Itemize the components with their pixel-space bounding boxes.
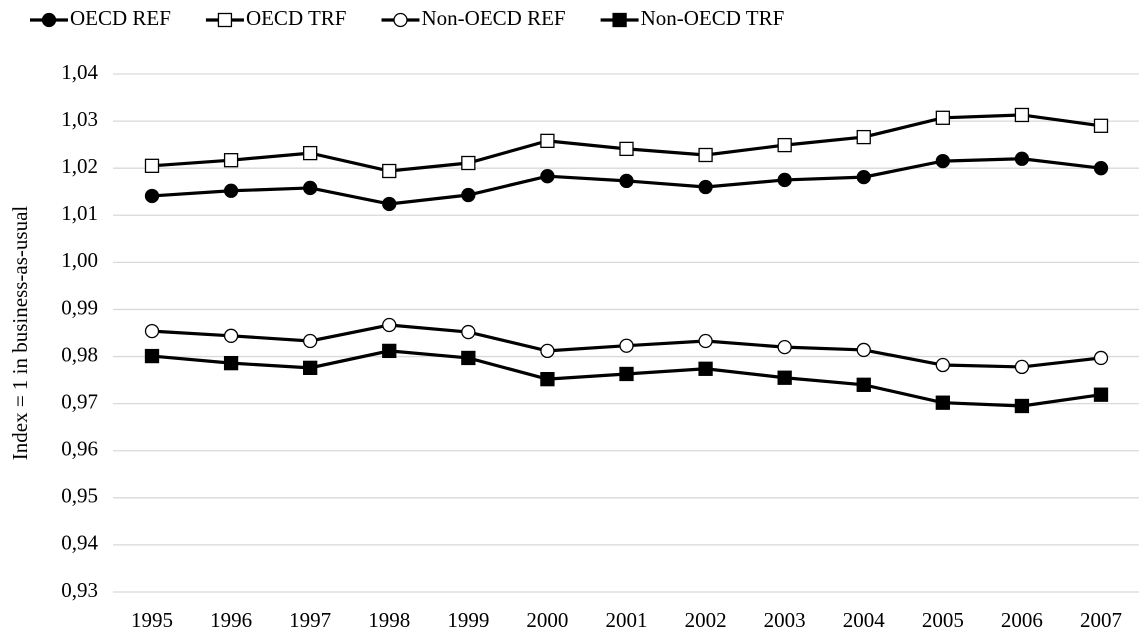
y-tick-label: 0,94 xyxy=(61,531,98,555)
data-point xyxy=(698,361,713,376)
data-point xyxy=(461,187,476,203)
legend-label: OECD REF xyxy=(70,6,171,30)
data-point xyxy=(1093,350,1109,366)
y-tick-label: 0,99 xyxy=(61,295,98,319)
data-point xyxy=(1093,161,1109,176)
x-tick-label: 2006 xyxy=(1001,608,1043,632)
y-tick-label: 0,93 xyxy=(61,578,98,602)
data-point xyxy=(619,141,634,157)
data-point xyxy=(856,377,871,392)
legend-label: Non-OECD TRF xyxy=(641,6,785,30)
y-tick-label: 1,03 xyxy=(61,107,98,131)
data-point xyxy=(698,333,713,349)
x-tick-label: 2004 xyxy=(843,608,886,632)
data-point xyxy=(303,145,318,161)
data-point xyxy=(540,343,555,359)
x-tick-label: 2001 xyxy=(606,608,648,632)
data-point xyxy=(1014,398,1030,414)
data-point xyxy=(856,129,871,145)
data-point xyxy=(856,169,871,185)
y-tick-label: 1,00 xyxy=(61,248,98,272)
data-point xyxy=(540,169,555,184)
data-point xyxy=(1014,151,1030,166)
legend-label: OECD TRF xyxy=(246,6,347,30)
legend-marker xyxy=(612,12,627,28)
legend-marker xyxy=(393,12,408,28)
data-point xyxy=(303,360,318,375)
y-axis-label: Index = 1 in business-as-usual xyxy=(8,206,32,461)
data-point xyxy=(856,342,871,358)
legend-marker xyxy=(217,12,233,28)
x-tick-label: 1998 xyxy=(368,608,410,632)
data-point xyxy=(382,343,397,359)
x-tick-label: 1999 xyxy=(447,608,489,632)
data-point xyxy=(223,355,239,371)
data-point xyxy=(935,357,950,373)
data-point xyxy=(540,133,555,149)
x-tick-label: 2000 xyxy=(526,608,568,632)
data-point xyxy=(619,366,634,382)
data-point xyxy=(935,153,950,169)
data-point xyxy=(382,163,397,179)
data-point xyxy=(382,317,397,333)
data-point xyxy=(1014,107,1030,123)
legend-label: Non-OECD REF xyxy=(422,6,566,30)
data-point xyxy=(777,137,792,153)
data-point xyxy=(1014,359,1030,375)
y-tick-label: 0,95 xyxy=(61,484,98,508)
data-point xyxy=(698,179,713,195)
data-point xyxy=(1093,118,1109,133)
y-tick-label: 1,02 xyxy=(61,154,98,178)
data-point xyxy=(540,371,555,387)
data-point xyxy=(223,183,239,198)
y-tick-label: 0,98 xyxy=(61,342,98,366)
data-point xyxy=(777,370,792,385)
data-point xyxy=(144,348,160,364)
data-point xyxy=(382,196,397,212)
x-tick-label: 2007 xyxy=(1080,608,1122,632)
legend-marker xyxy=(41,12,57,28)
data-point xyxy=(144,188,160,204)
data-point xyxy=(461,350,476,366)
data-point xyxy=(619,173,634,189)
x-tick-label: 1995 xyxy=(131,608,173,632)
data-point xyxy=(777,172,792,188)
data-point xyxy=(461,155,476,171)
y-tick-label: 1,01 xyxy=(61,201,98,225)
x-tick-label: 1997 xyxy=(289,608,331,632)
data-point xyxy=(144,158,160,173)
data-point xyxy=(777,339,792,355)
data-point xyxy=(619,338,634,353)
data-point xyxy=(144,323,160,339)
y-tick-label: 1,04 xyxy=(61,60,98,84)
data-point xyxy=(303,333,318,349)
y-tick-label: 0,96 xyxy=(61,437,98,461)
data-point xyxy=(461,324,476,340)
x-tick-label: 2002 xyxy=(685,608,727,632)
data-point xyxy=(698,147,713,163)
data-point xyxy=(935,395,950,410)
data-point xyxy=(1093,387,1109,402)
data-point xyxy=(935,110,950,125)
data-point xyxy=(223,153,239,168)
x-tick-label: 2003 xyxy=(764,608,806,632)
data-point xyxy=(303,180,318,196)
data-point xyxy=(223,328,239,343)
x-tick-label: 1996 xyxy=(210,608,252,632)
y-tick-label: 0,97 xyxy=(61,389,98,413)
x-tick-label: 2005 xyxy=(922,608,964,632)
